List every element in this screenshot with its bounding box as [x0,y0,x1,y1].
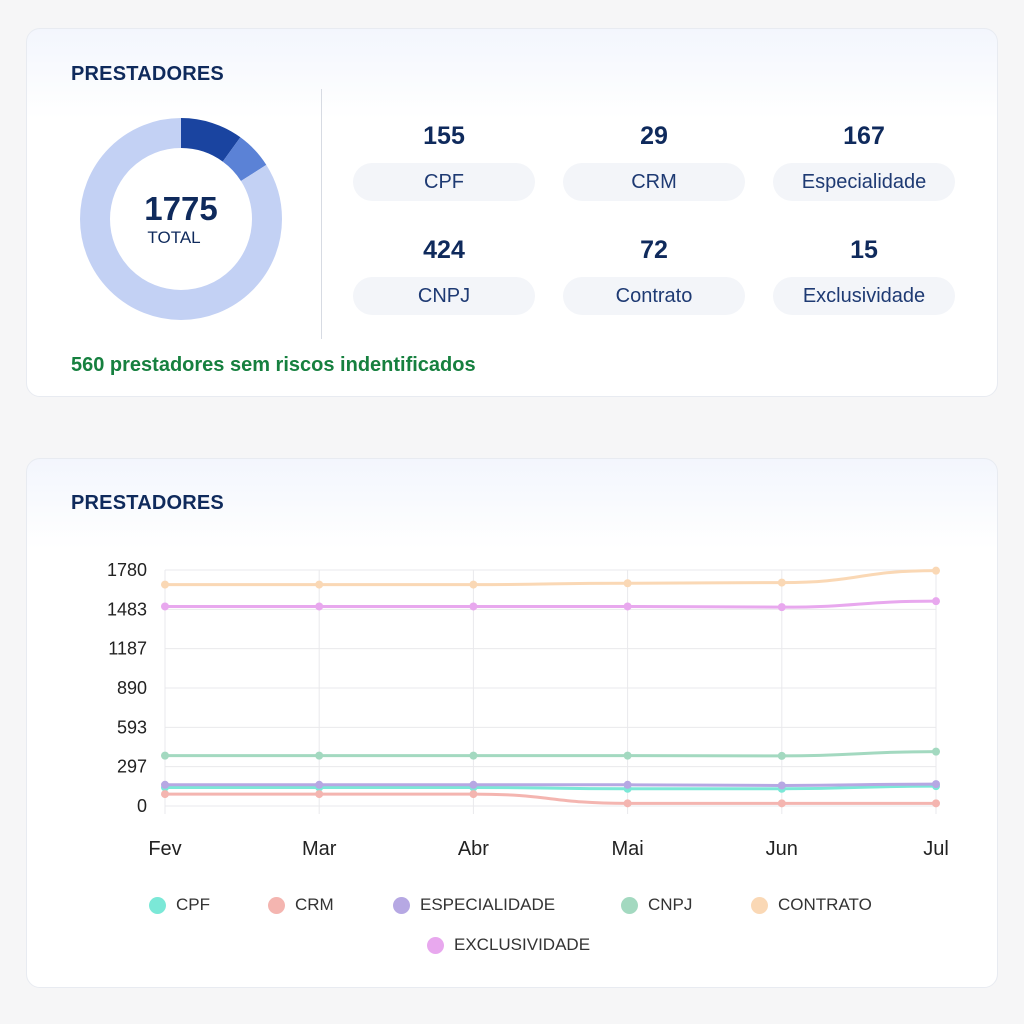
data-point [161,580,169,589]
legend-dot-icon [268,896,285,914]
legend-label: CRM [295,895,334,914]
legend-item[interactable]: CONTRATO [751,895,872,915]
data-point [161,780,169,789]
stat-cnpj: 424 CNPJ [353,230,535,315]
legend-label: CNPJ [648,895,693,914]
stat-especialidade: 167 Especialidade [773,116,955,201]
stat-label: CPF [353,163,535,201]
data-point [469,580,478,589]
legend-label: EXCLUSIVIDADE [454,935,591,954]
stat-contrato: 72 Contrato [563,230,745,315]
summary-card: PRESTADORES 1775 TOTAL 155 CPF 29 CRM 16… [26,28,998,397]
legend-label: CONTRATO [778,895,872,914]
stat-crm: 29 CRM [563,116,745,201]
legend-item[interactable]: CPF [149,895,210,915]
line-chart: 1780 1483 1187 890 593 297 0 Fev Mar Abr Mai Jun Jul [107,560,949,860]
data-point [161,751,169,760]
x-tick-label: Jun [766,838,798,860]
data-point [315,751,324,760]
stat-value: 15 [850,236,878,264]
x-tick-label: Fev [148,838,181,860]
no-risk-message: 560 prestadores sem riscos indentificado… [71,354,476,376]
y-tick-label: 890 [117,678,147,698]
stat-label: Contrato [563,277,745,315]
data-point [623,799,632,808]
x-tick-label: Mar [302,838,337,860]
legend-dot-icon [427,936,444,954]
legend-item[interactable]: ESPECIALIDADE [393,895,555,915]
stat-label: Especialidade [773,163,955,201]
trend-card: PRESTADORES 1780 1483 1187 890 593 297 0 Fev Mar… [26,458,998,988]
donut-segment-2 [80,118,282,320]
stat-value: 167 [843,122,885,150]
data-point [623,751,632,760]
stat-value: 424 [423,236,465,264]
summary-title: PRESTADORES [71,63,224,85]
y-tick-label: 0 [137,796,147,816]
data-point [315,780,324,789]
data-point [315,602,324,611]
data-point [623,602,632,611]
data-point [932,566,940,575]
legend-dot-icon [621,896,638,914]
data-point [315,580,324,589]
series-line [165,599,937,609]
stat-cpf: 155 CPF [353,116,535,201]
x-tick-label: Mai [611,838,643,860]
series-line [165,750,937,758]
stat-value: 72 [640,236,668,264]
series-line [165,569,937,587]
data-point [469,751,478,760]
stat-label: CNPJ [353,277,535,315]
x-tick-label: Jul [923,838,949,860]
legend-item[interactable]: CRM [268,895,334,915]
legend-dot-icon [149,896,166,914]
data-point [777,751,786,760]
series-line [165,792,936,805]
data-point [932,780,940,789]
legend-item[interactable]: CNPJ [621,895,692,915]
data-point [161,790,169,799]
y-tick-label: 1187 [108,639,147,659]
data-point [932,799,940,808]
data-point [469,602,478,611]
data-point [932,747,940,756]
series-line [164,782,937,787]
y-tick-label: 297 [117,757,147,777]
data-point [315,790,324,799]
trend-title: PRESTADORES [71,492,224,514]
series-line [165,784,937,791]
data-point [777,603,786,612]
data-point [623,780,632,789]
stat-exclusividade: 15 Exclusividade [773,230,955,315]
legend-dot-icon [751,896,768,914]
data-point [777,781,786,790]
total-value: 1775 [144,190,218,227]
legend-dot-icon [393,896,410,914]
data-point [932,597,940,606]
vertical-divider [321,89,322,339]
y-tick-label: 1780 [107,560,147,580]
y-tick-label: 593 [117,717,147,737]
stat-value: 29 [640,122,668,150]
total-donut-chart: 1775 TOTAL [79,117,283,321]
x-tick-label: Abr [458,838,489,860]
data-point [777,799,786,808]
stat-label: CRM [563,163,745,201]
legend-label: CPF [176,895,210,914]
stat-label: Exclusividade [773,277,955,315]
y-tick-label: 1483 [107,599,147,619]
stat-value: 155 [423,122,465,150]
data-point [161,602,169,611]
legend-item[interactable]: EXCLUSIVIDADE [427,935,590,955]
data-point [623,579,632,588]
data-point [469,790,478,799]
total-label: TOTAL [147,228,201,247]
legend-label: ESPECIALIDADE [420,895,556,914]
data-point [777,578,786,587]
data-point [469,780,478,789]
